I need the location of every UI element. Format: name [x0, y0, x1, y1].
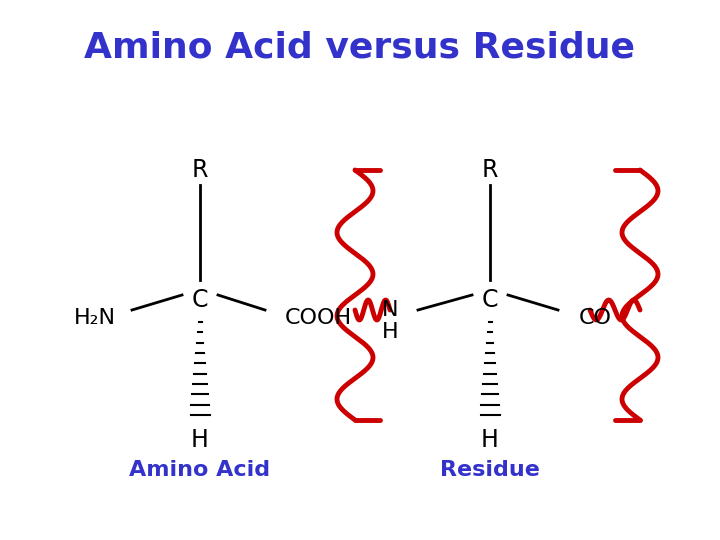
Text: C: C [192, 288, 208, 312]
Text: Amino Acid: Amino Acid [130, 460, 271, 480]
Text: N: N [382, 300, 398, 320]
Text: COOH: COOH [284, 308, 351, 328]
Text: H: H [191, 428, 209, 452]
Text: C: C [482, 288, 498, 312]
Text: H: H [382, 322, 398, 342]
Text: R: R [192, 158, 208, 182]
Text: CO: CO [578, 308, 611, 328]
Text: H₂N: H₂N [74, 308, 116, 328]
Text: H: H [481, 428, 499, 452]
Text: Amino Acid versus Residue: Amino Acid versus Residue [84, 31, 636, 65]
Text: R: R [482, 158, 498, 182]
Text: Residue: Residue [440, 460, 540, 480]
